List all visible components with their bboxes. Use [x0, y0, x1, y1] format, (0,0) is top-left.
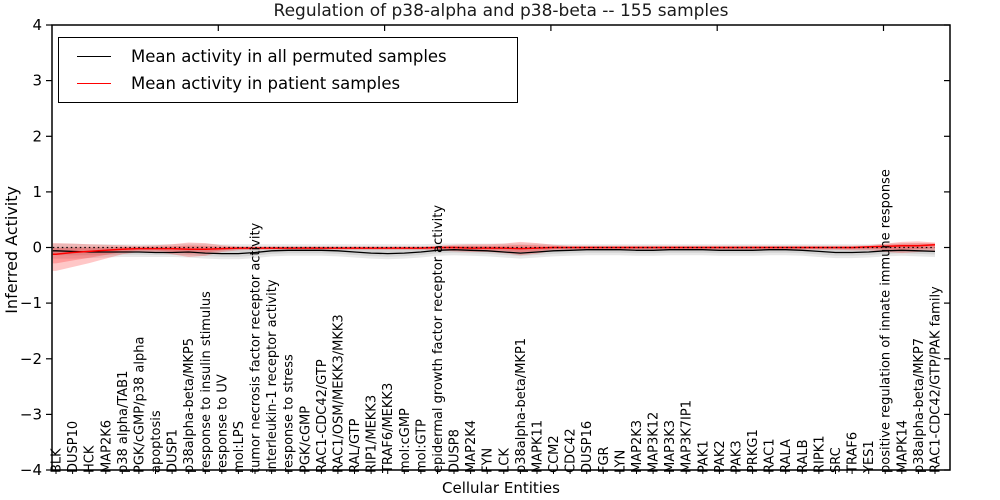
- x-tick-label: RALA: [779, 439, 794, 473]
- x-tick-label: PGK/cGMP/p38 alpha: [132, 337, 147, 473]
- x-tick-label: p38alpha-beta/MKP5: [182, 338, 197, 473]
- x-tick-label: MAP2K3: [630, 420, 645, 473]
- x-tick-label: p38 alpha/TAB1: [116, 371, 131, 473]
- x-tick-label: MAP3K3: [663, 420, 678, 473]
- x-tick-label: apoptosis: [149, 410, 164, 473]
- x-tick-label: FYN: [481, 448, 496, 473]
- x-tick-label: RIP1/MEKK3: [365, 395, 380, 473]
- x-tick-label: positive regulation of innate immune res…: [879, 169, 894, 473]
- x-tick-label: RAC1-CDC42/GTP: [315, 359, 330, 473]
- x-tick-label: DUSP8: [448, 429, 463, 473]
- x-tick-label: RAC1: [763, 438, 778, 473]
- x-tick-label: MAPK11: [531, 420, 546, 473]
- x-tick-label: HCK: [83, 445, 98, 473]
- x-tick-label: YES1: [862, 440, 877, 474]
- x-axis-label: Cellular Entities: [442, 479, 560, 497]
- y-tick-label: 1: [32, 183, 42, 201]
- x-tick-label: LYN: [613, 450, 628, 473]
- x-tick-label: interleukin-1 receptor activity: [265, 279, 280, 473]
- y-tick-label: 4: [32, 16, 42, 34]
- series-line-permuted: [52, 249, 936, 255]
- x-tick-label: BLK: [50, 448, 65, 473]
- y-tick-label: 3: [32, 72, 42, 90]
- x-tick-label: RAC1-CDC42/GTP/PAK family: [929, 286, 944, 473]
- x-tick-label: RIPK1: [812, 435, 827, 473]
- x-tick-label: mol:cGMP: [398, 408, 413, 473]
- x-tick-label: MAP2K6: [99, 420, 114, 473]
- x-tick-label: DUSP16: [580, 421, 595, 473]
- y-tick-label: 2: [32, 127, 42, 145]
- x-tick-label: mol:GTP: [414, 419, 429, 473]
- x-tick-label: SRC: [829, 447, 844, 473]
- legend-line-patient-icon: [77, 83, 111, 84]
- x-tick-label: TRAF6: [846, 432, 861, 474]
- x-tick-label: PAK1: [696, 440, 711, 473]
- x-tick-label: RAC1/OSM/MEKK3/MKK3: [331, 314, 346, 473]
- x-tick-label: FGR: [597, 446, 612, 473]
- x-tick-label: TRAF6/MEKK3: [381, 383, 396, 474]
- x-tick-label: MAP3K12: [647, 412, 662, 473]
- chart-title: Regulation of p38-alpha and p38-beta -- …: [273, 1, 729, 21]
- x-tick-label: RALB: [796, 439, 811, 473]
- x-tick-label: MAP3K7IP1: [680, 400, 695, 473]
- x-tick-label: PGK/cGMP: [298, 406, 313, 473]
- legend: Mean activity in all permuted samples Me…: [58, 37, 518, 103]
- x-tick-label: response to UV: [215, 374, 230, 473]
- x-tick-label: MAP2K4: [464, 420, 479, 473]
- x-tick-label: CDC42: [564, 428, 579, 473]
- x-tick-label: CCM2: [547, 435, 562, 473]
- x-tick-label: RAL/GTP: [348, 418, 363, 473]
- y-tick-label: 0: [32, 239, 42, 257]
- x-tick-label: response to insulin stimulus: [199, 291, 214, 473]
- y-tick-label: −1: [20, 294, 42, 312]
- y-tick-label: −3: [20, 405, 42, 423]
- series-line-patient: [52, 243, 936, 255]
- legend-label-patient: Mean activity in patient samples: [131, 74, 401, 93]
- x-tick-label: epidermal growth factor receptor activit…: [431, 205, 446, 473]
- legend-line-permuted-icon: [77, 56, 111, 57]
- y-tick-label: −4: [20, 461, 42, 479]
- x-tick-label: mol:LPS: [232, 421, 247, 473]
- x-tick-label: DUSP1: [166, 429, 181, 473]
- x-tick-label: p38alpha-beta/MKP7: [912, 338, 927, 473]
- legend-item-permuted: Mean activity in all permuted samples: [67, 43, 509, 70]
- x-tick-label: DUSP10: [66, 421, 81, 473]
- legend-label-permuted: Mean activity in all permuted samples: [131, 47, 447, 66]
- x-tick-label: response to stress: [282, 354, 297, 473]
- x-tick-label: tumor necrosis factor receptor activity: [249, 222, 264, 473]
- x-tick-label: PAK2: [713, 440, 728, 473]
- x-tick-label: LCK: [497, 448, 512, 473]
- x-tick-label: MAPK14: [895, 420, 910, 473]
- legend-item-patient: Mean activity in patient samples: [67, 70, 509, 97]
- y-tick-label: −2: [20, 350, 42, 368]
- x-tick-label: p38alpha-beta/MKP1: [514, 338, 529, 473]
- x-tick-label: PRKG1: [746, 429, 761, 473]
- x-tick-label: PAK3: [730, 440, 745, 473]
